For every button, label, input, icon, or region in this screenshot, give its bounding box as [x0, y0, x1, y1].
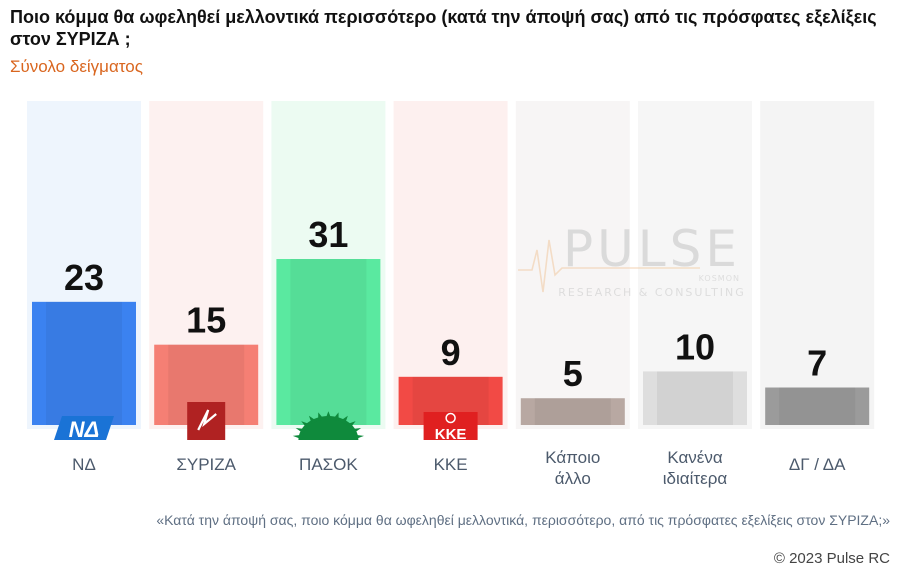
data-label: 9 — [441, 332, 461, 373]
watermark-pulse-line-icon — [518, 239, 700, 293]
kke-logo-icon: ΚΚΕ — [423, 412, 478, 443]
watermark-sub: KOSMON — [699, 274, 740, 283]
bar-highlight — [534, 398, 611, 425]
bar — [32, 301, 136, 425]
data-label: 5 — [563, 353, 583, 394]
category-tick-label: άλλο — [555, 469, 591, 488]
category-tick-label: ΠΑΣΟΚ — [299, 455, 358, 474]
svg-text:ΝΔ: ΝΔ — [69, 417, 100, 442]
bar-background-panel — [515, 101, 630, 429]
category-tick-label: ΝΔ — [72, 455, 96, 474]
category-tick-label: Κανένα — [667, 448, 723, 467]
question-footnote: «Κατά την άποψή σας, ποιο κόμμα θα ωφελη… — [156, 512, 890, 528]
bar-highlight — [290, 259, 367, 425]
bar-highlight — [657, 371, 733, 425]
syriza-logo-icon — [187, 402, 226, 440]
data-label: 23 — [64, 257, 104, 298]
category-tick-label: ΣΥΡΙΖΑ — [176, 455, 236, 474]
data-label: 7 — [807, 343, 827, 384]
bar — [643, 371, 747, 425]
data-label: 15 — [186, 300, 226, 341]
chart-subtitle: Σύνολο δείγματος — [10, 57, 143, 76]
bar — [276, 259, 381, 425]
category-tick-label: ΚΚΕ — [434, 455, 468, 474]
copyright: © 2023 Pulse RC — [773, 550, 890, 567]
svg-text:ΚΚΕ: ΚΚΕ — [435, 426, 467, 443]
data-label: 31 — [308, 214, 348, 255]
bar-background-panel — [393, 101, 508, 429]
watermark-tagline: RESEARCH & CONSULTING — [558, 286, 746, 299]
nd-logo-icon: ΝΔ — [54, 416, 114, 442]
chart-title: Ποιο κόμμα θα ωφεληθεί μελλοντικά περισσ… — [10, 7, 877, 49]
category-tick-label: ΔΓ / ΔΑ — [789, 455, 846, 474]
bar — [520, 398, 625, 425]
bar-background-panel — [760, 101, 875, 429]
bar — [765, 387, 870, 425]
pasok-sun-logo-icon — [292, 411, 365, 440]
bar-highlight — [779, 387, 856, 425]
bar-chart: PULSE KOSMON RESEARCH & CONSULTING ΝΔ ΚΚΕ… — [27, 101, 875, 488]
pulse-watermark: PULSE KOSMON RESEARCH & CONSULTING — [518, 220, 746, 299]
category-tick-label: ιδιαίτερα — [663, 469, 728, 488]
bar-highlight — [46, 301, 122, 425]
watermark-name: PULSE — [563, 220, 741, 278]
category-tick-label: Κάποιο — [545, 448, 600, 467]
data-label: 10 — [675, 326, 715, 367]
